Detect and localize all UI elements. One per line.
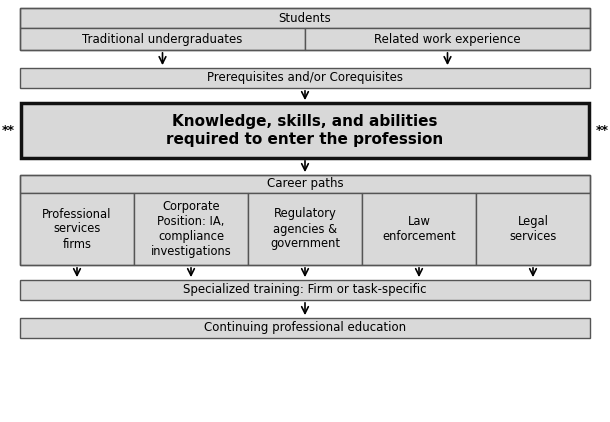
Text: Career paths: Career paths [267, 178, 343, 190]
Text: Students: Students [279, 11, 331, 24]
FancyBboxPatch shape [21, 103, 589, 158]
FancyBboxPatch shape [20, 8, 590, 28]
Text: Related work experience: Related work experience [374, 32, 521, 46]
Text: Specialized training: Firm or task-specific: Specialized training: Firm or task-speci… [183, 284, 427, 297]
Text: **: ** [595, 124, 609, 137]
FancyBboxPatch shape [476, 193, 590, 265]
Text: Knowledge, skills, and abilities
required to enter the profession: Knowledge, skills, and abilities require… [167, 114, 443, 147]
FancyBboxPatch shape [20, 318, 590, 338]
Text: Continuing professional education: Continuing professional education [204, 322, 406, 335]
Text: Legal
services: Legal services [509, 215, 557, 243]
FancyBboxPatch shape [362, 193, 476, 265]
FancyBboxPatch shape [20, 193, 134, 265]
FancyBboxPatch shape [134, 193, 248, 265]
Text: Traditional undergraduates: Traditional undergraduates [82, 32, 243, 46]
FancyBboxPatch shape [248, 193, 362, 265]
Text: Prerequisites and/or Corequisites: Prerequisites and/or Corequisites [207, 71, 403, 84]
Text: Corporate
Position: IA,
compliance
investigations: Corporate Position: IA, compliance inves… [151, 200, 231, 258]
FancyBboxPatch shape [20, 68, 590, 88]
FancyBboxPatch shape [20, 280, 590, 300]
FancyBboxPatch shape [305, 28, 590, 50]
FancyBboxPatch shape [20, 28, 305, 50]
Text: Professional
services
firms: Professional services firms [42, 208, 112, 251]
Text: Law
enforcement: Law enforcement [382, 215, 456, 243]
Text: Regulatory
agencies &
government: Regulatory agencies & government [270, 208, 340, 251]
FancyBboxPatch shape [20, 175, 590, 193]
Text: **: ** [1, 124, 15, 137]
